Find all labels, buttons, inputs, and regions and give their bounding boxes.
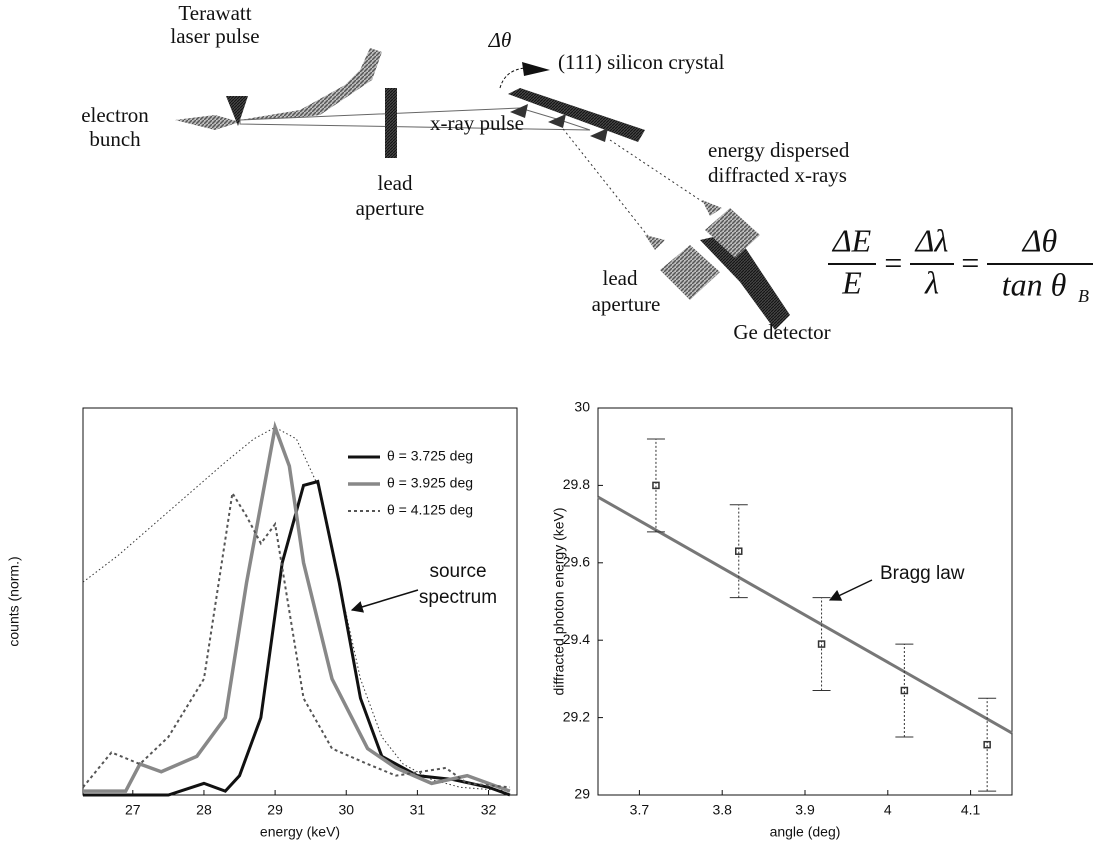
x-tick-label: 29: [267, 802, 283, 818]
equation: ΔE E = Δλ λ = Δθ tan θ B: [828, 222, 1093, 306]
x-tick-label: 4.1: [961, 802, 981, 818]
eq-term: Δλ: [914, 222, 949, 258]
eq-sign: =: [882, 244, 904, 280]
xray-beam: [239, 107, 591, 131]
x-tick-label: 3.7: [630, 802, 650, 818]
crystal-arrow: [590, 128, 608, 142]
label: aperture: [356, 196, 425, 220]
x-axis-label: angle (deg): [770, 824, 841, 840]
x-tick-label: 30: [338, 802, 354, 818]
series-line: [82, 490, 510, 789]
electron-bunch-shape: [175, 115, 240, 130]
annotation: Bragg law: [880, 563, 965, 584]
diffracted-ray: [559, 124, 656, 246]
silicon-crystal: [508, 88, 645, 142]
label: lead: [378, 171, 413, 195]
eq-term: ΔE: [831, 222, 872, 258]
lead-aperture-2: [705, 208, 760, 258]
laser-pulse-shape: [226, 96, 248, 126]
legend-label: θ = 3.725 deg: [387, 448, 473, 464]
ray-head: [702, 200, 722, 216]
x-axis-label: energy (keV): [260, 824, 340, 840]
x-tick-label: 28: [196, 802, 212, 818]
y-axis-label: diffracted photon energy (keV): [551, 507, 567, 695]
data-point: [817, 640, 826, 648]
crystal-arrow: [548, 114, 566, 128]
y-tick-label: 29: [574, 786, 590, 802]
annotation: spectrum: [419, 587, 497, 608]
eq-sign: =: [959, 244, 981, 280]
crystal-arrow: [510, 104, 528, 118]
scattered-beam: [240, 48, 382, 124]
y-tick-label: 30: [574, 399, 590, 415]
legend-label: θ = 4.125 deg: [387, 502, 473, 518]
lead-aperture-2: [660, 245, 720, 300]
diffracted-ray: [609, 139, 716, 211]
label: lead: [603, 266, 638, 290]
eq-subscript: B: [1078, 286, 1089, 306]
annotation: source: [429, 561, 486, 582]
label: x-ray pulse: [430, 111, 524, 135]
x-tick-label: 4: [884, 802, 892, 818]
label: (111) silicon crystal: [558, 50, 725, 74]
x-tick-label: 32: [481, 802, 497, 818]
eq-term: Δθ: [1021, 222, 1058, 258]
plot-frame: [82, 407, 518, 796]
label: Terawatt: [178, 1, 251, 25]
series-line: [83, 420, 511, 793]
plot-frame: [597, 407, 1013, 796]
y-tick-label: 29.6: [563, 554, 590, 570]
lead-aperture-1: [385, 88, 397, 158]
series-line: [82, 426, 510, 792]
setup-diagram: Terawatt laser pulse electron bunch Δθ (…: [81, 1, 1093, 344]
y-tick-label: 29.2: [563, 708, 590, 724]
ge-detector: [700, 232, 790, 330]
label: diffracted x-rays: [708, 163, 847, 187]
series-line: [83, 479, 511, 797]
label: Ge detector: [733, 320, 830, 344]
y-tick-label: 29.4: [563, 631, 590, 647]
annotation-arrow: [350, 589, 419, 613]
data-point: [983, 740, 991, 749]
x-tick-label: 3.8: [712, 802, 732, 818]
label: electron: [81, 103, 149, 127]
fit-line: [597, 495, 1013, 735]
label: Δθ: [488, 28, 512, 52]
label: laser pulse: [170, 24, 259, 48]
label: energy dispersed: [708, 138, 850, 162]
x-tick-label: 3.9: [795, 802, 815, 818]
eq-term: E: [841, 264, 862, 300]
angle-arrow: [522, 62, 550, 76]
label: bunch: [89, 127, 141, 151]
eq-term: λ: [924, 264, 939, 300]
data-point: [900, 686, 909, 695]
angle-arc: [499, 67, 526, 89]
ray-head: [645, 235, 665, 250]
x-tick-label: 27: [125, 802, 141, 818]
data-point: [735, 547, 743, 555]
y-tick-label: 29.8: [563, 476, 590, 492]
data-point: [652, 481, 660, 490]
label: aperture: [592, 292, 661, 316]
legend-label: θ = 3.925 deg: [387, 475, 473, 491]
eq-term: tan θ: [1002, 266, 1067, 302]
annotation-arrow: [828, 579, 873, 601]
x-tick-label: 31: [410, 802, 426, 818]
y-axis-label: counts (norm.): [6, 556, 22, 646]
